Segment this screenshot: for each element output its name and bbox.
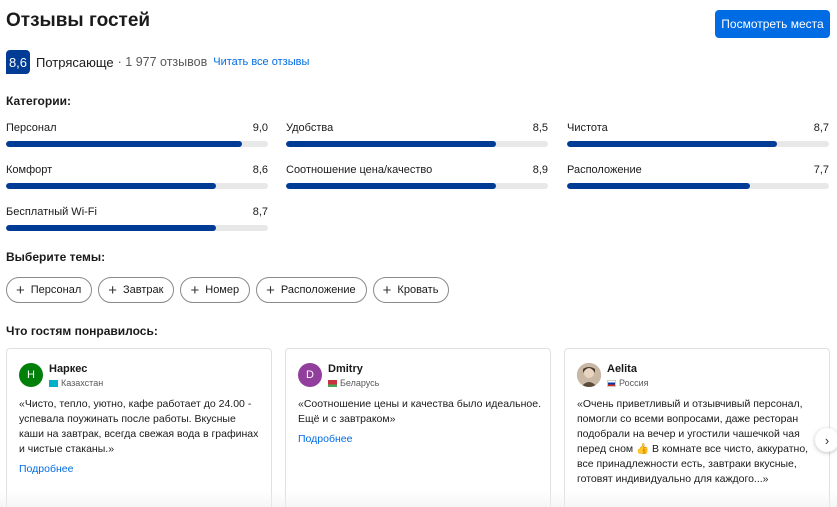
category-label: Комфорт	[6, 164, 53, 176]
topic-chip-label: Завтрак	[123, 284, 164, 296]
topic-chip-room[interactable]: + Номер	[180, 277, 251, 303]
score-badge: 8,6	[6, 50, 30, 74]
topic-chip-bed[interactable]: + Кровать	[372, 277, 450, 303]
topic-chip-label: Расположение	[280, 284, 356, 296]
read-all-reviews-link[interactable]: Читать все отзывы	[213, 56, 310, 68]
country-label: Россия	[619, 378, 649, 388]
next-reviews-button[interactable]: ›	[815, 428, 837, 452]
category-label: Расположение	[567, 164, 642, 176]
reviewer-country: Беларусь	[328, 378, 379, 388]
topic-chip-label: Персонал	[30, 284, 82, 296]
plus-icon: +	[190, 281, 200, 299]
topic-chip-label: Номер	[205, 284, 240, 296]
belarus-flag-icon	[328, 379, 337, 387]
category-bar-track	[286, 183, 548, 189]
category-bar-track	[6, 225, 268, 231]
topic-chip-breakfast[interactable]: + Завтрак	[98, 277, 175, 303]
topic-chip-location[interactable]: + Расположение	[256, 277, 367, 303]
category-label: Бесплатный Wi-Fi	[6, 206, 97, 218]
category-score: 9,0	[252, 122, 268, 134]
category-bar-track	[286, 141, 548, 147]
review-text: «Соотношение цены и качества было идеаль…	[298, 398, 542, 425]
score-word: Потрясающе	[36, 54, 114, 70]
category-label: Персонал	[6, 122, 57, 134]
category-bar-track	[567, 183, 829, 189]
plus-icon: +	[108, 281, 118, 299]
category-score: 8,5	[532, 122, 548, 134]
category-bar-fill	[6, 141, 242, 147]
plus-icon: +	[16, 281, 25, 299]
category-bar-track	[6, 141, 268, 147]
review-card: Н Наркес Казахстан «Чисто, тепло, уютно,…	[6, 348, 272, 507]
category-bar-fill	[286, 183, 496, 189]
review-card: D Dmitry Беларусь «Соотношение цены и ка…	[285, 348, 551, 507]
category-bar-fill	[567, 183, 751, 189]
read-more-link[interactable]: Подробнее	[19, 463, 74, 475]
page-title: Отзывы гостей	[6, 10, 151, 31]
plus-icon: +	[266, 281, 275, 299]
category-location: Расположение 7,7	[567, 164, 829, 190]
category-personnel: Персонал 9,0	[6, 122, 268, 148]
chevron-right-icon: ›	[824, 432, 830, 448]
category-bar-track	[567, 141, 829, 147]
category-comfort: Комфорт 8,6	[6, 164, 268, 190]
score-row: 8,6 Потрясающе · 1 977 отзывов Читать вс…	[6, 50, 309, 74]
review-text: «Очень приветливый и отзывчивый персонал…	[577, 398, 809, 485]
reviewer-name: Aelita	[607, 363, 637, 375]
category-score: 7,7	[813, 164, 829, 176]
review-count: · 1 977 отзывов	[117, 55, 208, 69]
avatar: D	[298, 363, 322, 387]
category-label: Удобства	[286, 122, 334, 134]
reviewer-name: Наркес	[49, 363, 88, 375]
category-cleanliness: Чистота 8,7	[567, 122, 829, 148]
category-bar-fill	[286, 141, 496, 147]
category-facilities: Удобства 8,5	[286, 122, 548, 148]
avatar: Н	[19, 363, 43, 387]
topic-chips: + Персонал + Завтрак + Номер + Расположение …	[6, 277, 450, 303]
category-bar-fill	[567, 141, 777, 147]
category-score: 8,6	[252, 164, 268, 176]
category-free-wifi: Бесплатный Wi-Fi 8,7	[6, 206, 268, 232]
topics-heading: Выберите темы:	[6, 250, 106, 264]
user-photo-icon	[577, 363, 601, 387]
category-bar-track	[6, 183, 268, 189]
reviewer-country: Казахстан	[49, 378, 103, 388]
category-score: 8,9	[532, 164, 548, 176]
review-card: Aelita Россия «Очень приветливый и отзыв…	[564, 348, 830, 507]
reviewer-name: Dmitry	[328, 363, 363, 375]
see-places-button[interactable]: Посмотреть места	[715, 10, 830, 38]
review-text: «Чисто, тепло, уютно, кафе работает до 2…	[19, 398, 259, 455]
category-score: 8,7	[252, 206, 268, 218]
category-value-for-money: Соотношение цена/качество 8,9	[286, 164, 548, 190]
category-bar-fill	[6, 225, 216, 231]
russia-flag-icon	[607, 379, 616, 387]
avatar	[577, 363, 601, 387]
kazakhstan-flag-icon	[49, 379, 58, 387]
topic-chip-label: Кровать	[397, 284, 439, 296]
reviewer-country: Россия	[607, 378, 649, 388]
category-score: 8,7	[813, 122, 829, 134]
categories-heading: Категории:	[6, 94, 71, 108]
plus-icon: +	[382, 281, 392, 299]
topic-chip-personnel[interactable]: + Персонал	[6, 277, 93, 303]
country-label: Казахстан	[61, 378, 104, 388]
category-label: Соотношение цена/качество	[286, 164, 433, 176]
liked-heading: Что гостям понравилось:	[6, 324, 158, 338]
country-label: Беларусь	[340, 378, 380, 388]
category-label: Чистота	[567, 122, 608, 134]
category-bar-fill	[6, 183, 216, 189]
read-more-link[interactable]: Подробнее	[298, 433, 353, 445]
